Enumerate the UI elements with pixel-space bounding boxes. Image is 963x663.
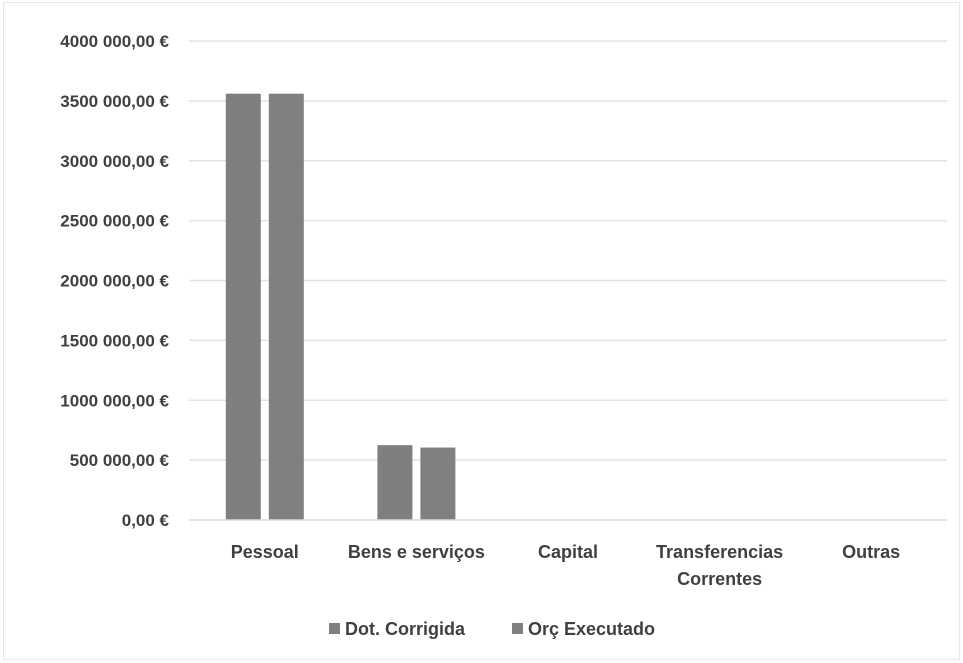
bars — [225, 93, 456, 520]
y-tick-label: 2500 000,00 € — [60, 212, 169, 231]
x-category-label: Outras — [842, 542, 900, 562]
bar-dot-corrigida-0 — [225, 93, 261, 520]
x-category-label: Bens e serviços — [348, 542, 485, 562]
x-axis-categories: Pessoal Bens e serviços Capital Transferenc… — [231, 542, 900, 589]
bar-dot-corrigida-1 — [377, 445, 413, 520]
gridlines — [189, 40, 947, 461]
bar-or-executado-1 — [420, 447, 456, 520]
legend-label: Dot. Corrigida — [345, 619, 466, 639]
y-tick-label: 3000 000,00 € — [60, 152, 169, 171]
legend-swatch — [512, 623, 523, 634]
bar-chart: 0,00 € 500 000,00 € 1000 000,00 € 1500 000,… — [60, 32, 947, 639]
x-category-label: Pessoal — [231, 542, 299, 562]
bar-or-executado-0 — [268, 93, 304, 520]
legend-swatch — [329, 623, 340, 634]
x-category-label: Capital — [538, 542, 598, 562]
y-tick-label: 0,00 € — [122, 511, 170, 530]
y-tick-label: 4000 000,00 € — [60, 32, 169, 51]
y-tick-label: 3500 000,00 € — [60, 92, 169, 111]
chart-frame: 0,00 € 500 000,00 € 1000 000,00 € 1500 000,… — [3, 2, 960, 660]
y-tick-label: 1500 000,00 € — [60, 331, 169, 350]
y-tick-label: 500 000,00 € — [70, 451, 170, 470]
y-axis-ticks: 0,00 € 500 000,00 € 1000 000,00 € 1500 000,… — [60, 32, 169, 530]
y-tick-label: 1000 000,00 € — [60, 391, 169, 410]
x-category-label: Transferencias Correntes — [656, 542, 783, 589]
legend: Dot. Corrigida Orç Executado — [329, 619, 655, 639]
legend-label: Orç Executado — [528, 619, 655, 639]
y-tick-label: 2000 000,00 € — [60, 272, 169, 291]
